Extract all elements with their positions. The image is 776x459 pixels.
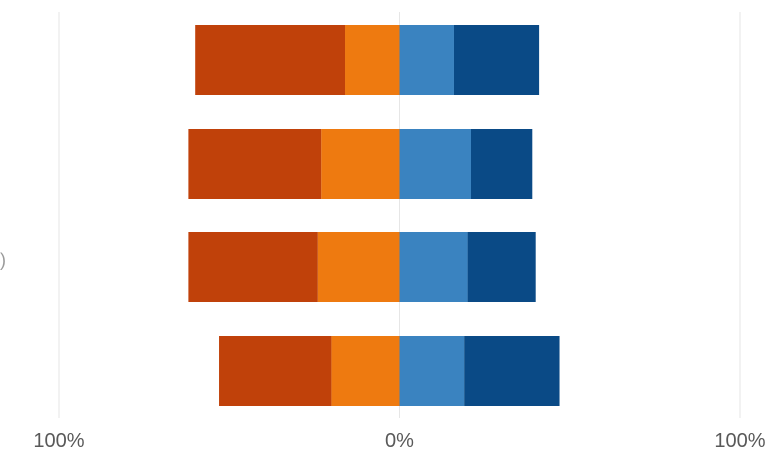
- bar-row-4-positive-inner: [399, 336, 465, 406]
- x-axis: 100% 0% 100%: [33, 430, 765, 452]
- bar-row-1-positive-inner: [399, 25, 454, 95]
- bar-row-1-negative-outer: [195, 25, 346, 95]
- bar-row-4-negative-outer: [219, 336, 332, 406]
- x-tick-label-0: 100%: [33, 430, 84, 452]
- bar-row-3-positive-inner: [399, 232, 468, 302]
- x-tick-label-1: 0%: [385, 430, 414, 452]
- bar-row-2-positive-outer: [471, 129, 533, 199]
- bar-row-3-negative-outer: [188, 232, 318, 302]
- bar-row-2-negative-outer: [188, 129, 322, 199]
- bar-row-1-negative-inner: [345, 25, 400, 95]
- bar-row-4-positive-outer: [464, 336, 560, 406]
- bar-row-1-positive-outer: [453, 25, 540, 95]
- bar-row-2-positive-inner: [399, 129, 472, 199]
- bar-row-3-negative-inner: [317, 232, 400, 302]
- bars: [188, 25, 560, 406]
- bar-row-3-positive-outer: [467, 232, 536, 302]
- cropped-axis-label-fragment: ): [0, 250, 6, 270]
- bar-row-4-negative-inner: [331, 336, 400, 406]
- bar-row-2-negative-inner: [321, 129, 400, 199]
- x-tick-label-2: 100%: [714, 430, 765, 452]
